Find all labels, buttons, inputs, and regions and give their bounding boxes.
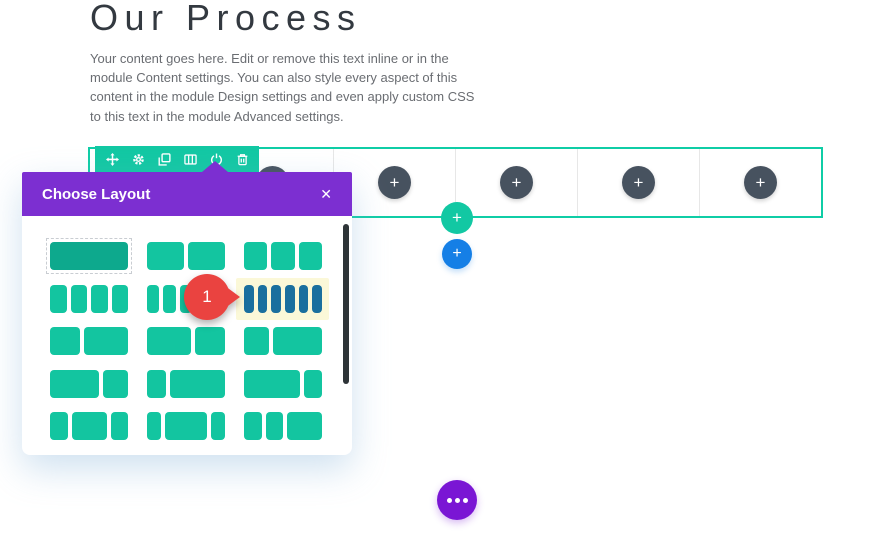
layout-option[interactable] [244, 412, 322, 440]
layout-column-bar [257, 284, 268, 313]
gear-icon[interactable] [131, 152, 145, 166]
modal-scrollbar[interactable] [343, 224, 349, 384]
builder-column: + [334, 149, 456, 216]
layout-column-bar [147, 242, 184, 270]
builder-column: + [456, 149, 578, 216]
layout-option[interactable] [244, 369, 322, 398]
layout-option[interactable] [46, 238, 132, 274]
add-section-button[interactable]: + [442, 239, 472, 269]
layout-column-bar [244, 242, 268, 270]
layout-column-bar [271, 284, 282, 313]
layout-column-bar [147, 327, 192, 355]
layout-option[interactable] [50, 412, 128, 440]
layout-option[interactable] [147, 412, 225, 440]
ellipsis-icon [446, 497, 452, 503]
layout-option[interactable] [147, 327, 225, 355]
layout-column-bar [298, 242, 322, 270]
layout-column-bar [211, 412, 225, 440]
layout-column-bar [91, 284, 108, 313]
layout-column-bar [298, 284, 309, 313]
modal-body [22, 216, 352, 455]
intro-paragraph: Your content goes here. Edit or remove t… [90, 51, 475, 124]
layout-option[interactable] [236, 277, 329, 320]
duplicate-icon[interactable] [157, 152, 171, 166]
layout-column-bar [244, 327, 269, 355]
move-icon[interactable] [105, 152, 119, 166]
step-annotation-pin: 1 [184, 274, 240, 320]
layout-column-bar [285, 284, 295, 313]
layout-column-bar [71, 412, 107, 440]
layout-option[interactable] [147, 242, 225, 270]
row-toolbar [95, 146, 259, 172]
layout-column-bar [287, 412, 322, 440]
layout-column-bar [188, 242, 225, 270]
layout-column-bar [70, 284, 87, 313]
layout-option[interactable] [50, 369, 128, 398]
layout-option[interactable] [147, 369, 225, 398]
layout-column-bar [244, 369, 300, 398]
layout-column-bar [50, 284, 67, 313]
layout-column-bar [165, 412, 207, 440]
layout-column-bar [244, 412, 262, 440]
layout-column-bar [147, 369, 166, 398]
add-row-button[interactable]: + [441, 202, 473, 234]
layout-column-bar [111, 284, 128, 313]
page-settings-button[interactable] [437, 480, 477, 520]
step-number: 1 [202, 287, 212, 306]
layout-column-bar [265, 412, 283, 440]
layout-column-bar [147, 412, 161, 440]
add-module-button[interactable]: + [500, 166, 533, 199]
layout-column-bar [103, 369, 128, 398]
layout-column-bar [147, 284, 160, 313]
layout-column-bar [83, 327, 128, 355]
layout-column-bar [303, 369, 322, 398]
close-icon[interactable]: ✕ [320, 186, 332, 202]
layout-column-bar [312, 284, 323, 313]
layout-grid [46, 238, 352, 440]
layout-option[interactable] [244, 242, 322, 270]
layout-column-bar [50, 327, 80, 355]
layout-column-bar [163, 284, 176, 313]
layout-column-bar [50, 242, 128, 270]
layout-option[interactable] [50, 327, 128, 355]
layout-column-bar [50, 412, 68, 440]
add-module-button[interactable]: + [378, 166, 411, 199]
layout-column-bar [272, 327, 322, 355]
columns-icon[interactable] [183, 152, 197, 166]
modal-header: Choose Layout ✕ [22, 172, 352, 216]
choose-layout-modal: Choose Layout ✕ [22, 161, 352, 455]
builder-column: + [700, 149, 821, 216]
modal-pointer-notch [202, 161, 228, 172]
trash-icon[interactable] [235, 152, 249, 166]
layout-column-bar [169, 369, 225, 398]
layout-column-bar [271, 242, 295, 270]
add-module-button[interactable]: + [622, 166, 655, 199]
layout-option[interactable] [50, 284, 128, 313]
layout-column-bar [244, 284, 254, 313]
page-title: Our Process [90, 0, 362, 38]
layout-column-bar [195, 327, 225, 355]
add-module-button[interactable]: + [744, 166, 777, 199]
layout-column-bar [110, 412, 128, 440]
layout-column-bar [50, 369, 100, 398]
layout-option[interactable] [244, 327, 322, 355]
builder-column: + [578, 149, 700, 216]
modal-title: Choose Layout [42, 185, 151, 203]
